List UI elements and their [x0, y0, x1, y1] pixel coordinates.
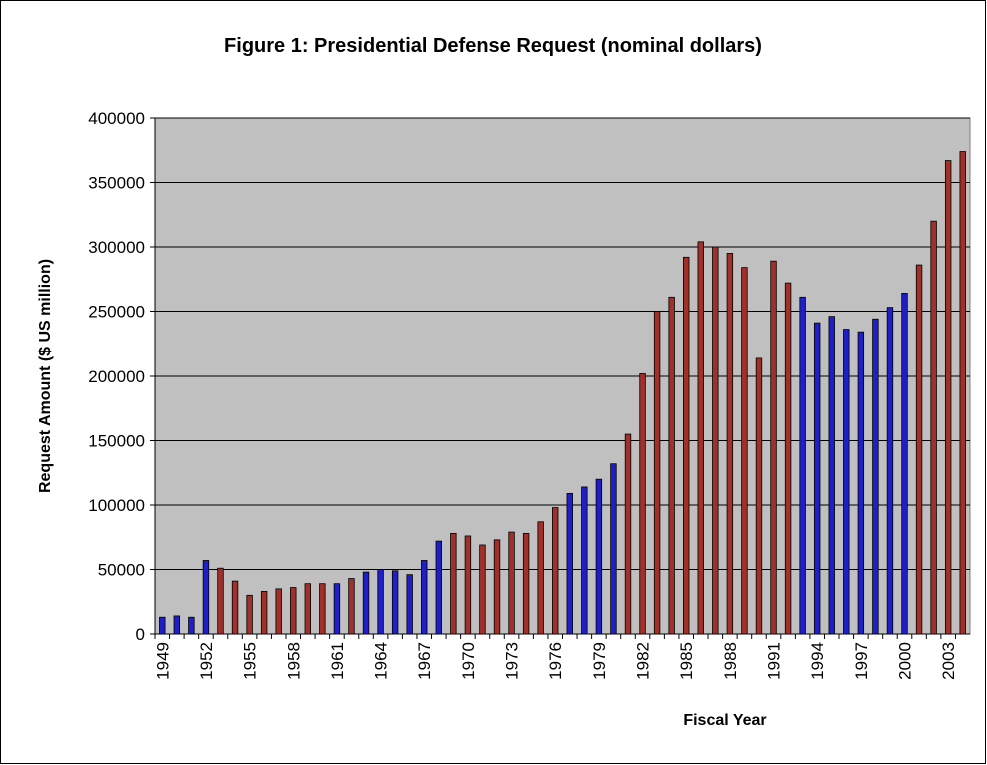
bar: [624, 433, 632, 635]
bar: [377, 569, 384, 635]
bar: [464, 535, 472, 635]
bar: [901, 293, 908, 635]
y-tick-label: 0: [136, 625, 145, 644]
x-tick-label: 1967: [415, 642, 434, 680]
y-tick-label: 50000: [98, 561, 145, 580]
bar: [188, 616, 195, 635]
x-tick-label: 1958: [284, 642, 303, 680]
bar: [260, 591, 268, 635]
y-tick-label: 400000: [88, 109, 145, 128]
bar: [741, 267, 748, 635]
bar: [552, 507, 559, 635]
bar: [508, 531, 515, 635]
bar: [173, 615, 181, 635]
y-axis-title: Request Amount ($ US million): [37, 259, 54, 493]
bar: [770, 260, 777, 635]
x-tick-label: 1949: [153, 642, 172, 680]
bar: [712, 246, 719, 635]
bar: [333, 583, 341, 635]
x-tick-label: 2003: [939, 642, 958, 680]
chart-title: Figure 1: Presidential Defense Request (…: [224, 35, 762, 57]
bar: [319, 583, 326, 635]
bar: [843, 329, 850, 635]
bar: [435, 540, 442, 635]
bar: [813, 322, 821, 635]
x-tick-label: 1973: [503, 642, 522, 680]
bar: [406, 574, 413, 635]
bar: [697, 241, 704, 635]
x-tick-label: 1991: [765, 642, 784, 680]
x-tick-label: 2000: [896, 642, 915, 680]
x-tick-label: 1985: [677, 642, 696, 680]
bar: [857, 331, 865, 635]
x-tick-label: 1976: [546, 642, 565, 680]
bar: [595, 478, 603, 635]
bar: [799, 296, 806, 635]
bar: [304, 583, 312, 635]
bar: [421, 560, 428, 635]
x-tick-label: 1964: [372, 642, 391, 680]
bar: [959, 151, 966, 635]
y-tick-label: 100000: [88, 496, 145, 515]
x-tick-label: 1970: [459, 642, 478, 680]
bar: [522, 532, 530, 635]
bar: [450, 532, 457, 635]
y-tick-label: 300000: [88, 238, 145, 257]
y-tick-label: 150000: [88, 432, 145, 451]
bar: [683, 256, 690, 635]
y-tick-label: 350000: [88, 174, 145, 193]
x-tick-label: 1961: [328, 642, 347, 680]
bar: [610, 463, 617, 635]
bar: [930, 220, 937, 635]
bar: [202, 560, 210, 635]
bar: [348, 578, 355, 635]
x-tick-label: 1994: [808, 642, 827, 680]
bar: [290, 587, 297, 635]
bar: [784, 282, 792, 635]
bar: [755, 357, 763, 635]
bar: [537, 521, 544, 635]
bar: [231, 580, 239, 635]
y-tick-label: 200000: [88, 367, 145, 386]
x-tick-label: 1952: [197, 642, 216, 680]
bar: [668, 296, 675, 635]
bar: [828, 316, 835, 635]
bar: [726, 253, 734, 635]
x-tick-label: 1955: [241, 642, 260, 680]
bar: [159, 616, 166, 635]
bar: [362, 571, 370, 635]
bar: [653, 311, 661, 635]
bar: [639, 373, 646, 635]
x-tick-label: 1979: [590, 642, 609, 680]
x-tick-label: 1982: [634, 642, 653, 680]
x-tick-label: 1997: [852, 642, 871, 680]
y-tick-label: 250000: [88, 303, 145, 322]
bar: [566, 492, 573, 635]
bar: [581, 486, 588, 635]
bar: [275, 588, 282, 635]
bar: [391, 570, 399, 635]
x-axis-title: Fiscal Year: [683, 712, 766, 729]
bar: [915, 264, 923, 635]
bar: [944, 160, 952, 635]
bar: [872, 318, 879, 635]
bar: [217, 567, 224, 635]
x-tick-label: 1988: [721, 642, 740, 680]
bar: [493, 539, 501, 635]
bar: [886, 307, 894, 635]
bar: [479, 544, 486, 635]
bar: [246, 594, 253, 635]
